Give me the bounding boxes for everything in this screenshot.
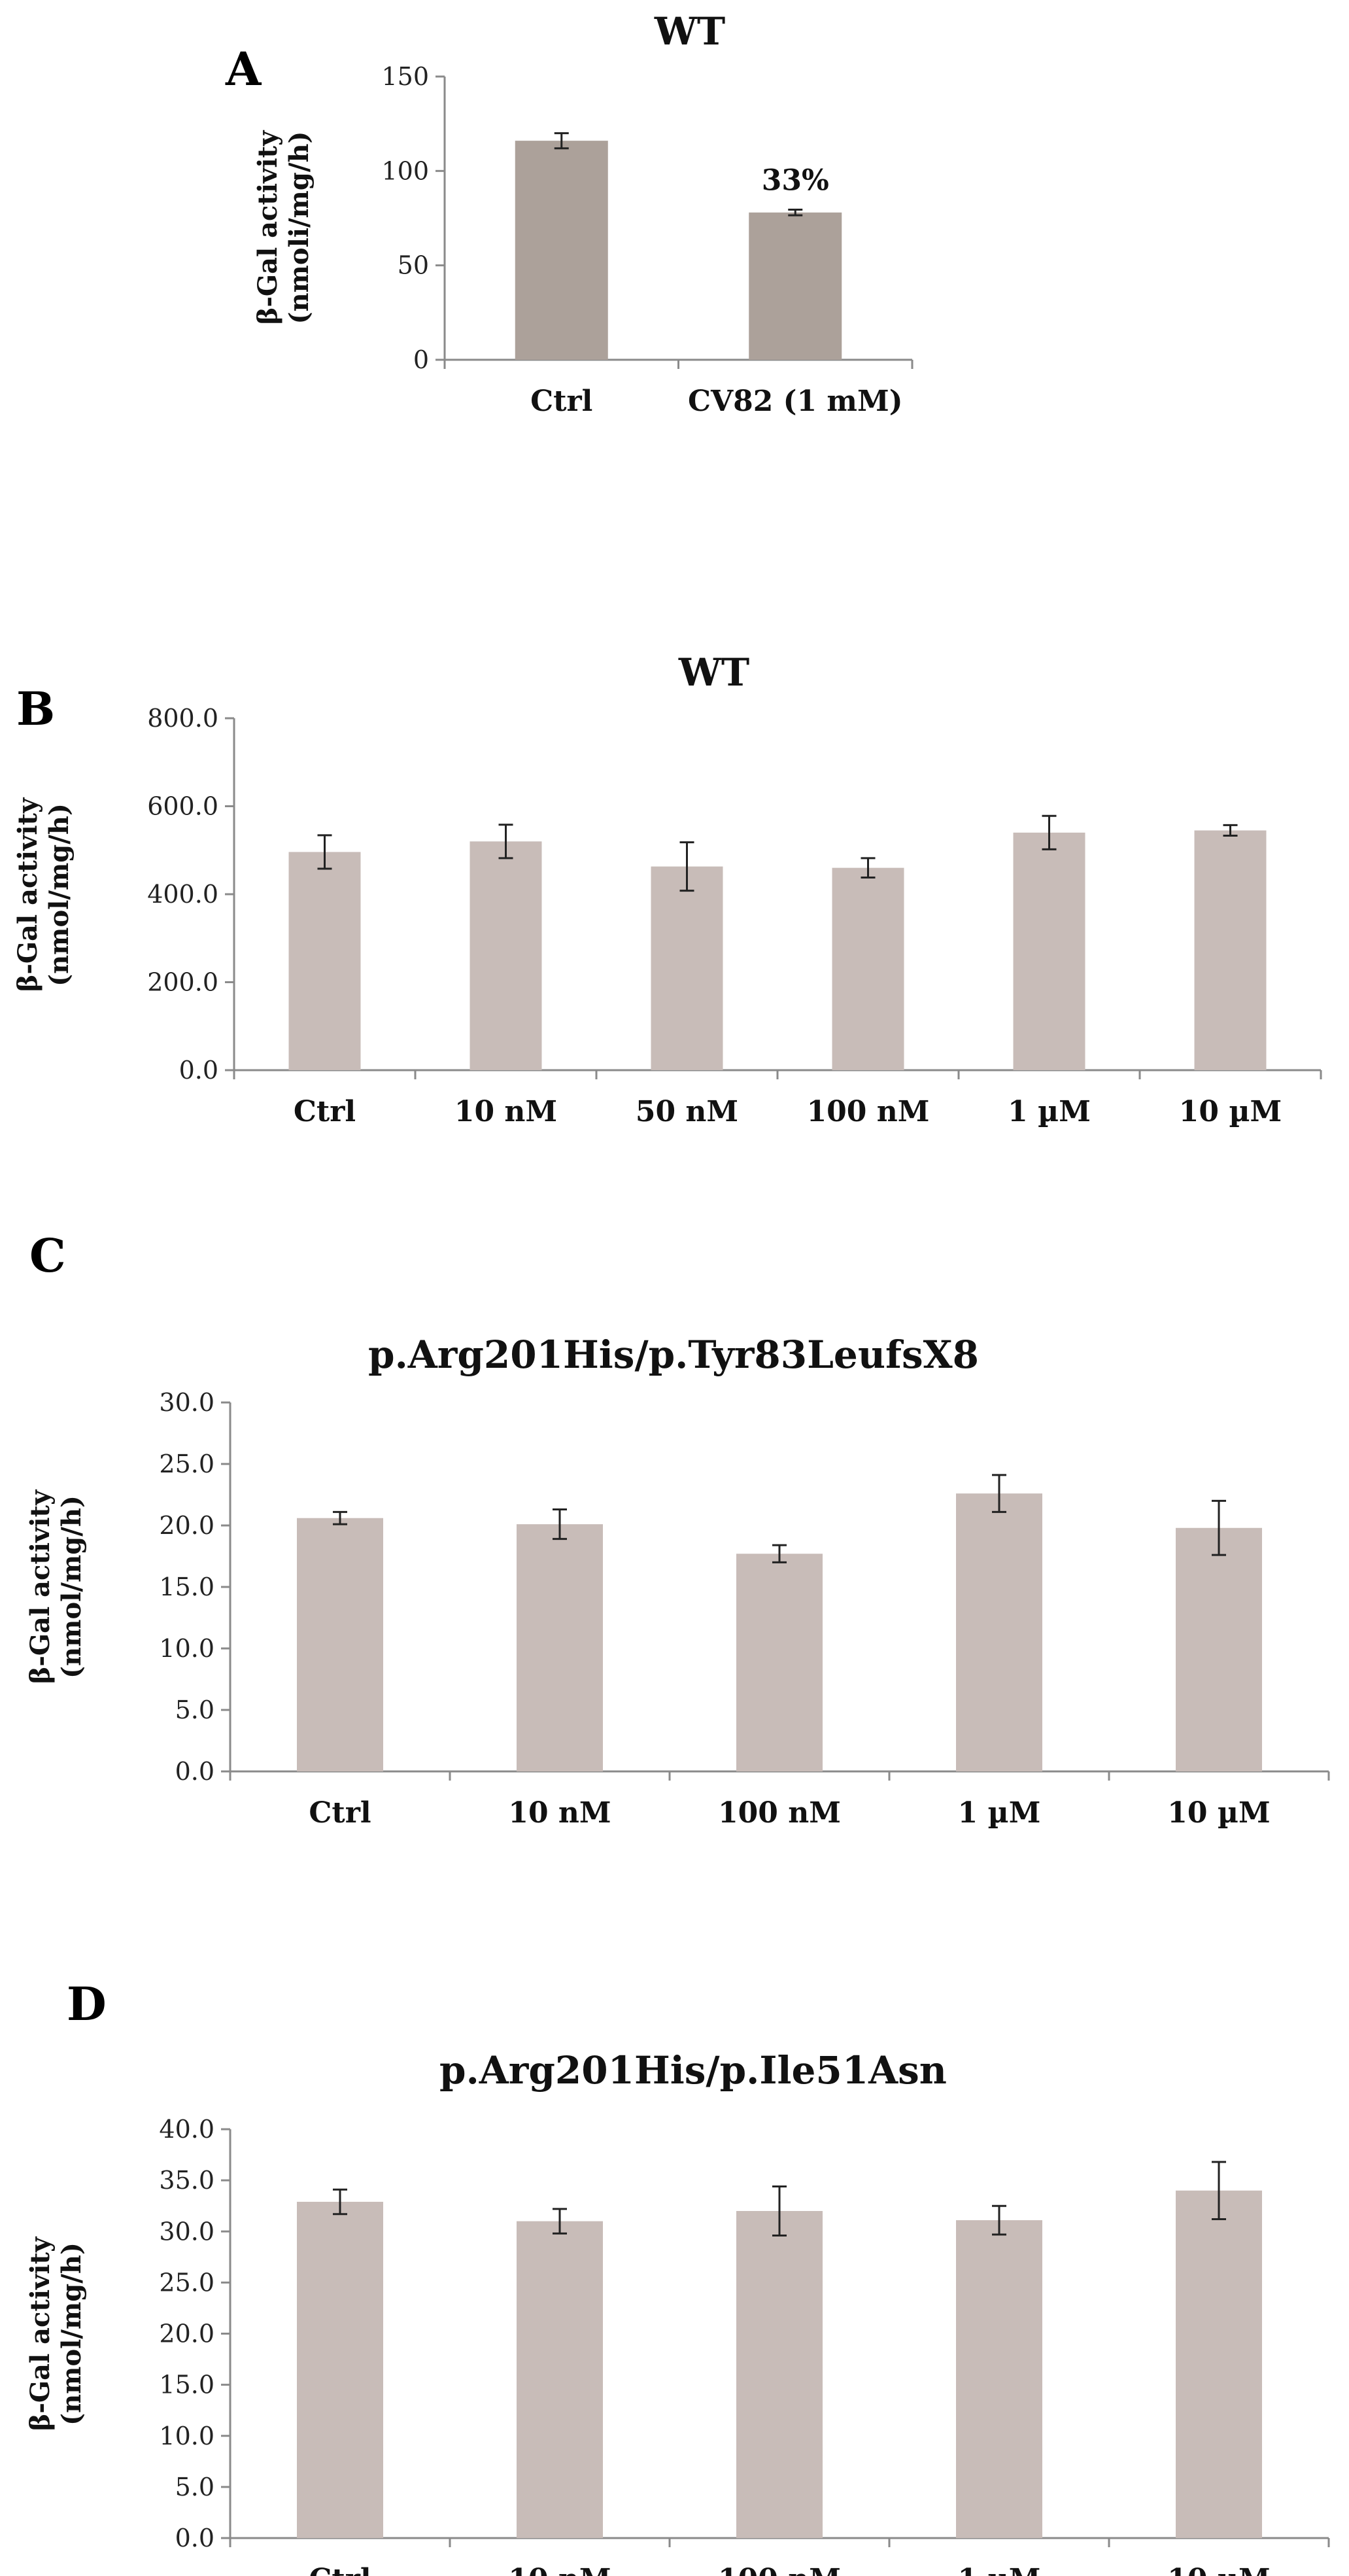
y-tick-label: 20.0 [159,1511,214,1540]
x-category-label: 100 nM [807,1095,930,1128]
panel-letter: B [16,682,55,736]
bar [956,2220,1042,2538]
bar [1194,830,1267,1070]
y-axis-label-line-1: β-Gal activity [252,130,283,324]
bar [517,1524,603,1771]
chart-title: p.Arg201His/p.Tyr83LeufsX8 [368,1332,979,1377]
x-category-label: 10 nM [454,1095,557,1128]
x-category-label: Ctrl [309,1796,371,1830]
y-tick-label: 200.0 [147,968,218,997]
y-tick-label: 15.0 [159,2371,214,2399]
y-tick-label: 40.0 [159,2115,214,2144]
bar [288,852,361,1070]
y-axis-label-line-1: β-Gal activity [25,1489,56,1684]
x-category-label: 1 µM [1008,1095,1091,1128]
y-tick-label: 0.0 [179,1056,218,1085]
x-category-label: 1 µM [958,2563,1041,2576]
y-tick-label: 20.0 [159,2320,214,2348]
y-tick-label: 25.0 [159,2268,214,2297]
y-axis-label-line-2: (nmol/mg/h) [44,803,75,986]
y-tick-label: 30.0 [159,1388,214,1417]
y-tick-label: 50 [398,251,429,280]
panel-c: Cp.Arg201His/p.Tyr83LeufsX8 β-Gal activit… [25,1228,1330,1830]
y-tick-label: 0.0 [175,1757,214,1786]
panel-letter: D [67,1977,107,2031]
panel-letter: A [225,42,262,96]
panel-a: A WT β-Gal activity (nmoli/mg/h) 0 50 100 150 Ct… [225,9,914,418]
y-tick-label: 30.0 [159,2217,214,2246]
y-axis-label: β-Gal activity (nmol/mg/h) [25,2236,87,2431]
y-axis-label-line-1: β-Gal activity [12,797,43,992]
panel-letter: C [29,1228,66,1283]
x-category-label: Ctrl [294,1095,356,1128]
x-category-label: 10 µM [1167,1796,1270,1830]
y-tick-label: 5.0 [175,2473,214,2501]
y-tick-label: 25.0 [159,1450,214,1478]
x-category-label: 10 nM [508,1796,611,1830]
y-axis-label: β-Gal activity (nmol/mg/h) [25,1489,87,1684]
y-tick-label: 15.0 [159,1573,214,1601]
x-category-label: 10 nM [508,2563,611,2576]
panel-b: B WT β-Gal activity (nmol/mg/h) 0.0 200.0 400.… [12,650,1322,1128]
x-category-label: 100 nM [718,1796,841,1830]
x-category-label: 10 µM [1167,2563,1270,2576]
y-tick-label: 150 [381,62,429,91]
y-axis-label-line-2: (nmol/mg/h) [56,1495,87,1679]
bar [1176,2190,1262,2538]
y-axis-label: β-Gal activity (nmoli/mg/h) [252,130,315,324]
y-axis-label: β-Gal activity (nmol/mg/h) [12,797,75,992]
x-category-label: CV82 (1 mM) [688,385,903,418]
bar [956,1493,1042,1771]
bar [515,141,608,360]
y-axis-label-line-2: (nmol/mg/h) [56,2242,87,2426]
x-category-label: 50 nM [636,1095,738,1128]
bar [1176,1527,1262,1771]
bar [832,867,904,1070]
bar [736,1554,823,1771]
y-tick-label: 5.0 [175,1696,214,1724]
bar [651,866,723,1070]
x-category-label: 10 µM [1179,1095,1282,1128]
x-category-label: 100 nM [718,2563,841,2576]
bar [297,2201,383,2538]
bar [736,2211,823,2538]
y-tick-label: 35.0 [159,2166,214,2195]
bar [470,841,542,1070]
bar [297,1518,383,1771]
y-tick-label: 400.0 [147,880,218,909]
bar [749,212,842,360]
panel-d: Dp.Arg201His/p.Ile51Asn β-Gal activity (nm… [25,1977,1330,2576]
bar [517,2221,603,2538]
y-tick-label: 600.0 [147,792,218,821]
y-tick-label: 800.0 [147,704,218,733]
y-tick-label: 0.0 [175,2524,214,2552]
x-category-label: 1 µM [958,1796,1041,1830]
bar [1013,832,1085,1070]
chart-title: WT [678,650,749,695]
y-tick-label: 100 [381,156,429,185]
y-axis-label-line-2: (nmoli/mg/h) [284,131,315,324]
y-tick-label: 0 [413,345,429,374]
x-category-label: Ctrl [309,2563,371,2576]
y-tick-label: 10.0 [159,2422,214,2450]
chart-title: p.Arg201His/p.Ile51Asn [439,2048,947,2093]
bar-annotation: 33% [762,164,829,198]
x-category-label: Ctrl [530,385,592,418]
y-tick-label: 10.0 [159,1634,214,1663]
chart-title: WT [654,9,725,54]
y-axis-label-line-1: β-Gal activity [25,2236,56,2431]
